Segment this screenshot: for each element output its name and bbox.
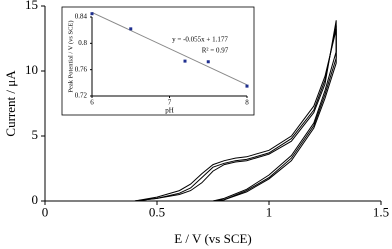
annotation: R² = 0.97 bbox=[202, 47, 229, 55]
y-tick-label: 0.76 bbox=[75, 65, 88, 73]
x-tick-label: 1.5 bbox=[373, 204, 389, 219]
x-tick-label: 0.5 bbox=[149, 204, 165, 219]
point bbox=[245, 84, 249, 88]
x-axis-label: pH bbox=[165, 107, 174, 115]
x-axis-label: E / V (vs SCE) bbox=[174, 231, 252, 246]
y-tick-label: 10 bbox=[25, 62, 38, 77]
x-tick-label: 6 bbox=[90, 98, 94, 106]
y-axis-label: Current / μA bbox=[3, 70, 18, 137]
x-tick-label: 0 bbox=[42, 204, 49, 219]
x-tick-label: 7 bbox=[168, 98, 172, 106]
y-tick-label: 0.84 bbox=[75, 13, 88, 21]
cv-curve bbox=[134, 25, 337, 202]
y-tick-label: 0.72 bbox=[75, 92, 88, 100]
annotation: y = -0.055x + 1.177 bbox=[172, 36, 228, 44]
point bbox=[183, 59, 187, 63]
cv-curve bbox=[134, 20, 337, 202]
y-tick-label: 15 bbox=[25, 0, 38, 12]
y-tick-label: 5 bbox=[32, 127, 39, 142]
trendline bbox=[91, 11, 248, 86]
inset-frame bbox=[61, 6, 255, 116]
x-tick-label: 8 bbox=[245, 98, 249, 106]
point bbox=[206, 60, 210, 64]
y-axis-label: Peak Potential / V (vs SCE) bbox=[67, 20, 74, 92]
x-tick-label: 1 bbox=[266, 204, 273, 219]
y-tick-label: 0.8 bbox=[78, 39, 87, 47]
point bbox=[129, 27, 133, 31]
y-tick-label: 0 bbox=[32, 192, 39, 207]
cv-curve bbox=[134, 29, 337, 202]
point bbox=[90, 12, 94, 16]
